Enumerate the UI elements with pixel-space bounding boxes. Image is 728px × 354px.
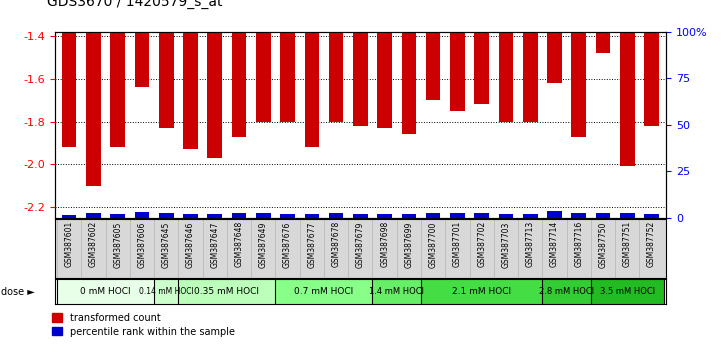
Text: GSM387678: GSM387678 — [331, 221, 341, 268]
Text: 0.7 mM HOCl: 0.7 mM HOCl — [294, 287, 354, 296]
Text: GSM387677: GSM387677 — [307, 221, 317, 268]
Bar — [644, 214, 659, 218]
Text: 3.5 mM HOCl: 3.5 mM HOCl — [600, 287, 655, 296]
Bar — [256, 32, 271, 121]
Text: GSM387750: GSM387750 — [598, 221, 608, 268]
Text: GSM387751: GSM387751 — [622, 221, 632, 268]
Text: GSM387701: GSM387701 — [453, 221, 462, 268]
Bar — [256, 213, 271, 218]
Text: GSM387645: GSM387645 — [162, 221, 171, 268]
Text: 2.8 mM HOCl: 2.8 mM HOCl — [539, 287, 594, 296]
Text: GSM387648: GSM387648 — [234, 221, 244, 268]
Bar — [304, 32, 319, 147]
Bar — [421, 279, 542, 304]
Bar — [596, 213, 610, 218]
Bar — [596, 32, 610, 53]
Text: GSM387698: GSM387698 — [380, 221, 389, 268]
Bar — [620, 213, 635, 218]
Bar — [154, 279, 178, 304]
Bar — [450, 213, 464, 218]
Bar — [135, 32, 149, 87]
Bar — [571, 213, 586, 218]
Bar — [183, 32, 198, 149]
Legend: transformed count, percentile rank within the sample: transformed count, percentile rank withi… — [52, 313, 234, 337]
Bar — [499, 214, 513, 218]
Bar — [591, 279, 664, 304]
Bar — [377, 214, 392, 218]
Bar — [111, 32, 125, 147]
Bar — [111, 214, 125, 218]
Bar — [280, 214, 295, 218]
Bar — [373, 279, 421, 304]
Bar — [207, 32, 222, 158]
Text: GSM387699: GSM387699 — [404, 221, 414, 268]
Text: GSM387703: GSM387703 — [502, 221, 510, 268]
Text: GSM387602: GSM387602 — [89, 221, 98, 268]
Text: 0 mM HOCl: 0 mM HOCl — [80, 287, 131, 296]
Text: 2.1 mM HOCl: 2.1 mM HOCl — [452, 287, 511, 296]
Text: GSM387713: GSM387713 — [526, 221, 535, 268]
Text: GSM387601: GSM387601 — [65, 221, 74, 268]
Bar — [329, 213, 344, 218]
Bar — [426, 32, 440, 100]
Text: GSM387714: GSM387714 — [550, 221, 559, 268]
Bar — [475, 32, 489, 104]
Text: GSM387702: GSM387702 — [477, 221, 486, 268]
Bar — [402, 214, 416, 218]
Bar — [426, 213, 440, 218]
Bar — [329, 32, 344, 121]
Text: GSM387605: GSM387605 — [113, 221, 122, 268]
Bar — [280, 32, 295, 121]
Bar — [571, 32, 586, 137]
Bar — [523, 32, 537, 121]
Bar — [353, 214, 368, 218]
Bar — [377, 32, 392, 128]
Bar — [275, 279, 373, 304]
Bar — [499, 32, 513, 121]
Bar — [547, 32, 562, 83]
Text: GSM387676: GSM387676 — [283, 221, 292, 268]
Text: 0.14 mM HOCl: 0.14 mM HOCl — [139, 287, 194, 296]
Bar — [542, 279, 591, 304]
Text: GSM387716: GSM387716 — [574, 221, 583, 268]
Text: GSM387646: GSM387646 — [186, 221, 195, 268]
Bar — [86, 213, 100, 218]
Bar — [135, 212, 149, 218]
Bar — [547, 211, 562, 218]
Bar — [620, 32, 635, 166]
Bar — [86, 32, 100, 185]
Text: GSM387752: GSM387752 — [647, 221, 656, 268]
Bar — [523, 214, 537, 218]
Text: 0.35 mM HOCl: 0.35 mM HOCl — [194, 287, 259, 296]
Bar — [644, 32, 659, 126]
Bar — [159, 213, 173, 218]
Bar — [178, 279, 275, 304]
Text: 1.4 mM HOCl: 1.4 mM HOCl — [369, 287, 424, 296]
Text: GSM387649: GSM387649 — [258, 221, 268, 268]
Text: dose ►: dose ► — [1, 287, 35, 297]
Bar — [183, 214, 198, 218]
Text: GSM387647: GSM387647 — [210, 221, 219, 268]
Bar — [62, 215, 76, 218]
Bar — [232, 213, 246, 218]
Bar — [450, 32, 464, 111]
Bar — [207, 214, 222, 218]
Bar — [159, 32, 173, 128]
Bar — [475, 213, 489, 218]
Text: GSM387606: GSM387606 — [138, 221, 146, 268]
Bar — [57, 279, 154, 304]
Bar — [232, 32, 246, 137]
Bar — [353, 32, 368, 126]
Text: GSM387679: GSM387679 — [356, 221, 365, 268]
Text: GSM387700: GSM387700 — [429, 221, 438, 268]
Text: GDS3670 / 1420579_s_at: GDS3670 / 1420579_s_at — [47, 0, 223, 9]
Bar — [304, 214, 319, 218]
Bar — [402, 32, 416, 135]
Bar — [62, 32, 76, 147]
